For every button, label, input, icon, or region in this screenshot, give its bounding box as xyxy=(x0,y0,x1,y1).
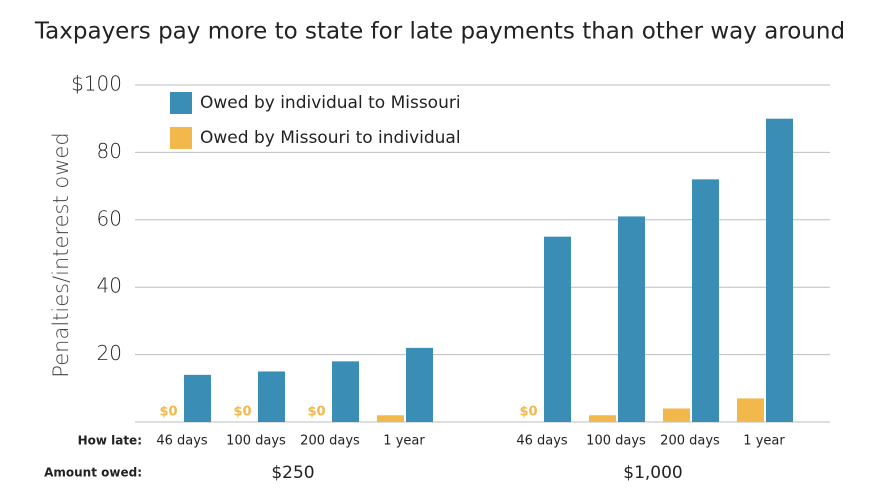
x-tick-label: 200 days xyxy=(660,434,720,449)
x-tick-label: 100 days xyxy=(586,434,646,449)
bar xyxy=(258,371,285,422)
legend-label: Owed by individual to Missouri xyxy=(200,93,461,113)
x-tick-label: 46 days xyxy=(156,434,208,449)
bar xyxy=(544,236,571,422)
x-tick-label: 1 year xyxy=(743,434,785,449)
bar xyxy=(184,374,211,422)
x-tick-label: 100 days xyxy=(226,434,286,449)
bar xyxy=(737,398,764,422)
data-label: $0 xyxy=(159,405,177,420)
bar xyxy=(406,347,433,422)
bar xyxy=(766,118,793,422)
x-tick-label: 46 days xyxy=(516,434,568,449)
bar xyxy=(589,415,616,422)
y-tick-label: $100 xyxy=(71,72,122,96)
data-label: $0 xyxy=(233,405,251,420)
category-axis-label: How late: xyxy=(78,434,142,448)
bar xyxy=(332,361,359,422)
chart-title: Taxpayers pay more to state for late pay… xyxy=(34,19,845,45)
x-tick-label: 200 days xyxy=(300,434,360,449)
group-label: $1,000 xyxy=(623,463,682,483)
bar xyxy=(692,179,719,422)
y-tick-label: 20 xyxy=(97,341,122,365)
legend-swatch xyxy=(170,127,192,149)
group-axis-label: Amount owed: xyxy=(44,466,142,480)
bar xyxy=(663,408,690,422)
bar xyxy=(377,415,404,422)
data-label: $0 xyxy=(307,405,325,420)
legend-label: Owed by Missouri to individual xyxy=(200,128,461,148)
y-axis-label: Penalties/interest owed xyxy=(49,132,73,377)
y-tick-label: 60 xyxy=(97,206,122,230)
data-label: $0 xyxy=(519,405,537,420)
legend-swatch xyxy=(170,92,192,114)
y-tick-label: 40 xyxy=(97,274,122,298)
group-label: $250 xyxy=(271,463,314,483)
bar xyxy=(618,216,645,422)
x-tick-label: 1 year xyxy=(383,434,425,449)
y-tick-label: 80 xyxy=(97,139,122,163)
